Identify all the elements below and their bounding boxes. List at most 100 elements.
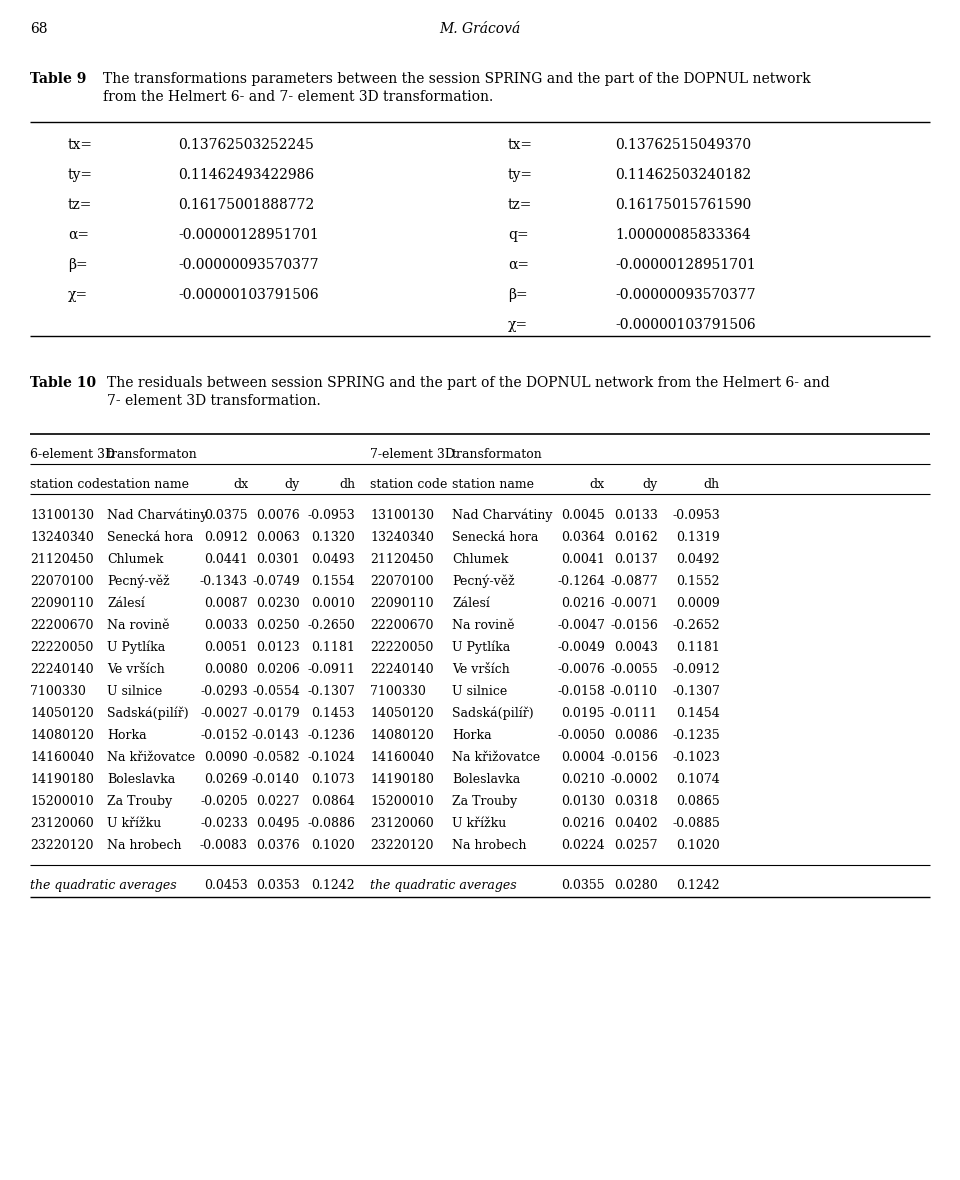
Text: Na rovině: Na rovině [452,620,515,632]
Text: 23120060: 23120060 [370,817,434,830]
Text: 0.0402: 0.0402 [614,817,658,830]
Text: 7100330: 7100330 [30,686,85,699]
Text: Zálesí: Zálesí [452,597,490,610]
Text: 14050120: 14050120 [30,707,94,720]
Text: χ=: χ= [508,317,528,332]
Text: 23220120: 23220120 [370,839,434,852]
Text: -0.00000103791506: -0.00000103791506 [615,317,756,332]
Text: 7- element 3D transformation.: 7- element 3D transformation. [107,394,321,408]
Text: The residuals between session SPRING and the part of the DOPNUL network from the: The residuals between session SPRING and… [107,376,829,391]
Text: -0.2650: -0.2650 [307,620,355,632]
Text: -0.0027: -0.0027 [201,707,248,720]
Text: 0.0130: 0.0130 [562,795,605,808]
Text: U silnice: U silnice [452,686,507,699]
Text: Na hrobech: Na hrobech [107,839,181,852]
Text: Boleslavka: Boleslavka [452,773,520,786]
Text: -0.0582: -0.0582 [252,750,300,763]
Text: 13100130: 13100130 [370,509,434,522]
Text: 15200010: 15200010 [30,795,94,808]
Text: 0.0376: 0.0376 [256,839,300,852]
Text: 0.0216: 0.0216 [562,817,605,830]
Text: 0.1074: 0.1074 [676,773,720,786]
Text: 0.0051: 0.0051 [204,641,248,654]
Text: 23120060: 23120060 [30,817,94,830]
Text: U křížku: U křížku [107,817,161,830]
Text: 0.1242: 0.1242 [311,879,355,892]
Text: 0.0087: 0.0087 [204,597,248,610]
Text: 0.0133: 0.0133 [614,509,658,522]
Text: Ve vrších: Ve vrších [107,663,165,676]
Text: 0.0257: 0.0257 [614,839,658,852]
Text: 0.0230: 0.0230 [256,597,300,610]
Text: α=: α= [508,258,529,273]
Text: 0.0080: 0.0080 [204,663,248,676]
Text: -0.0205: -0.0205 [201,795,248,808]
Text: -0.00000093570377: -0.00000093570377 [615,288,756,302]
Text: -0.00000128951701: -0.00000128951701 [178,228,319,242]
Text: -0.2652: -0.2652 [672,620,720,632]
Text: 0.16175015761590: 0.16175015761590 [615,198,752,212]
Text: -0.0912: -0.0912 [672,663,720,676]
Text: ty=: ty= [68,168,93,182]
Text: 22200670: 22200670 [30,620,93,632]
Text: the quadratic averages: the quadratic averages [30,879,177,892]
Text: 22240140: 22240140 [30,663,94,676]
Text: 0.0353: 0.0353 [256,879,300,892]
Text: 0.11462503240182: 0.11462503240182 [615,168,751,182]
Text: -0.0179: -0.0179 [252,707,300,720]
Text: -0.1264: -0.1264 [557,575,605,588]
Text: U Pytlíka: U Pytlíka [107,641,165,655]
Text: -0.0111: -0.0111 [610,707,658,720]
Text: transformaton: transformaton [452,448,542,461]
Text: 0.0076: 0.0076 [256,509,300,522]
Text: 0.0041: 0.0041 [562,553,605,566]
Text: 0.0224: 0.0224 [562,839,605,852]
Text: 0.1454: 0.1454 [676,707,720,720]
Text: -0.0953: -0.0953 [672,509,720,522]
Text: 0.1020: 0.1020 [676,839,720,852]
Text: Za Trouby: Za Trouby [452,795,517,808]
Text: -0.0886: -0.0886 [307,817,355,830]
Text: dx: dx [233,478,248,491]
Text: -0.0049: -0.0049 [557,641,605,654]
Text: -0.0156: -0.0156 [611,750,658,763]
Text: Sadská(pilíř): Sadská(pilíř) [107,707,188,721]
Text: -0.0050: -0.0050 [557,729,605,742]
Text: -0.1343: -0.1343 [200,575,248,588]
Text: Sadská(pilíř): Sadská(pilíř) [452,707,534,721]
Text: Nad Charvátiny: Nad Charvátiny [452,509,553,523]
Text: 0.0063: 0.0063 [256,531,300,544]
Text: -0.0143: -0.0143 [252,729,300,742]
Text: 14160040: 14160040 [370,750,434,763]
Text: 0.0043: 0.0043 [614,641,658,654]
Text: 0.0137: 0.0137 [614,553,658,566]
Text: Chlumek: Chlumek [452,553,509,566]
Text: 22220050: 22220050 [30,641,93,654]
Text: 0.0355: 0.0355 [562,879,605,892]
Text: q=: q= [508,228,529,242]
Text: Na hrobech: Na hrobech [452,839,526,852]
Text: 0.11462493422986: 0.11462493422986 [178,168,314,182]
Text: -0.0047: -0.0047 [557,620,605,632]
Text: 0.0009: 0.0009 [676,597,720,610]
Text: 0.0318: 0.0318 [614,795,658,808]
Text: Senecká hora: Senecká hora [452,531,539,544]
Text: U silnice: U silnice [107,686,162,699]
Text: Nad Charvátiny: Nad Charvátiny [107,509,207,523]
Text: -0.0554: -0.0554 [252,686,300,699]
Text: -0.1307: -0.1307 [672,686,720,699]
Text: 0.0375: 0.0375 [204,509,248,522]
Text: -0.0071: -0.0071 [611,597,658,610]
Text: β=: β= [508,288,528,302]
Text: 22070100: 22070100 [370,575,434,588]
Text: 21120450: 21120450 [30,553,94,566]
Text: -0.0885: -0.0885 [672,817,720,830]
Text: 0.0453: 0.0453 [204,879,248,892]
Text: 22240140: 22240140 [370,663,434,676]
Text: 0.13762515049370: 0.13762515049370 [615,138,751,152]
Text: 0.0010: 0.0010 [311,597,355,610]
Text: ty=: ty= [508,168,533,182]
Text: tz=: tz= [68,198,92,212]
Text: M. Grácová: M. Grácová [440,22,520,37]
Text: -0.1235: -0.1235 [672,729,720,742]
